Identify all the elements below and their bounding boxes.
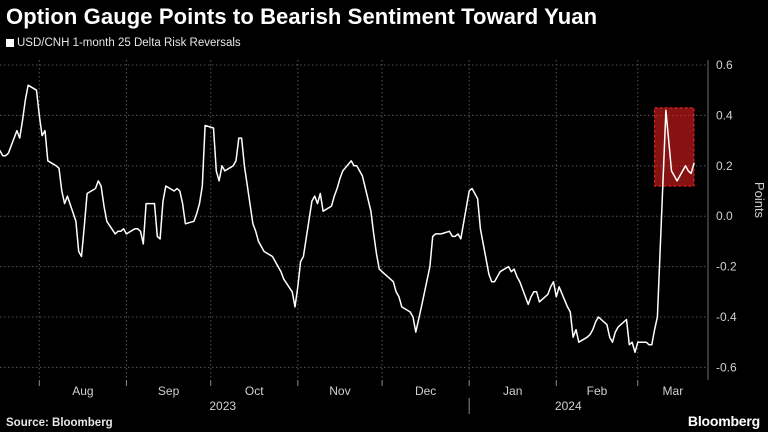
year-label: 2024 [555, 399, 582, 413]
x-tick-label: Mar [663, 384, 684, 398]
legend-label: USD/CNH 1-month 25 Delta Risk Reversals [17, 37, 241, 49]
legend: USD/CNH 1-month 25 Delta Risk Reversals [6, 37, 241, 49]
bloomberg-logo: Bloomberg [687, 413, 760, 429]
axis-layer: 0.6 0.4 0.2 0.0 -0.2 -0.4 -0.6 Aug Sep Oct Nov Dec J… [38, 58, 767, 414]
y-tick-label: -0.4 [716, 310, 737, 324]
highlight-layer [654, 107, 695, 187]
x-tick-label: Jan [503, 384, 522, 398]
x-tick-label: Aug [72, 384, 93, 398]
x-tick-label: Sep [158, 384, 180, 398]
x-tick-label: Oct [245, 384, 264, 398]
y-tick-label: 0.4 [716, 108, 733, 122]
chart-title: Option Gauge Points to Bearish Sentiment… [6, 4, 598, 29]
x-tick-label: Nov [329, 384, 350, 398]
year-label: 2023 [209, 399, 236, 413]
legend-swatch [6, 39, 14, 47]
series-line [0, 84, 695, 354]
x-tick-label: Dec [415, 384, 436, 398]
y-tick-label: 0.0 [716, 209, 733, 223]
y-axis-title: Points [752, 182, 767, 219]
y-tick-label: 0.6 [716, 58, 733, 72]
source-note: Source: Bloomberg [6, 417, 113, 429]
highlight-box [654, 107, 695, 187]
y-tick-label: 0.2 [716, 159, 733, 173]
y-tick-label: -0.6 [716, 360, 737, 374]
x-tick-label: Feb [587, 384, 608, 398]
series-layer [0, 84, 695, 354]
y-tick-label: -0.2 [716, 260, 737, 274]
